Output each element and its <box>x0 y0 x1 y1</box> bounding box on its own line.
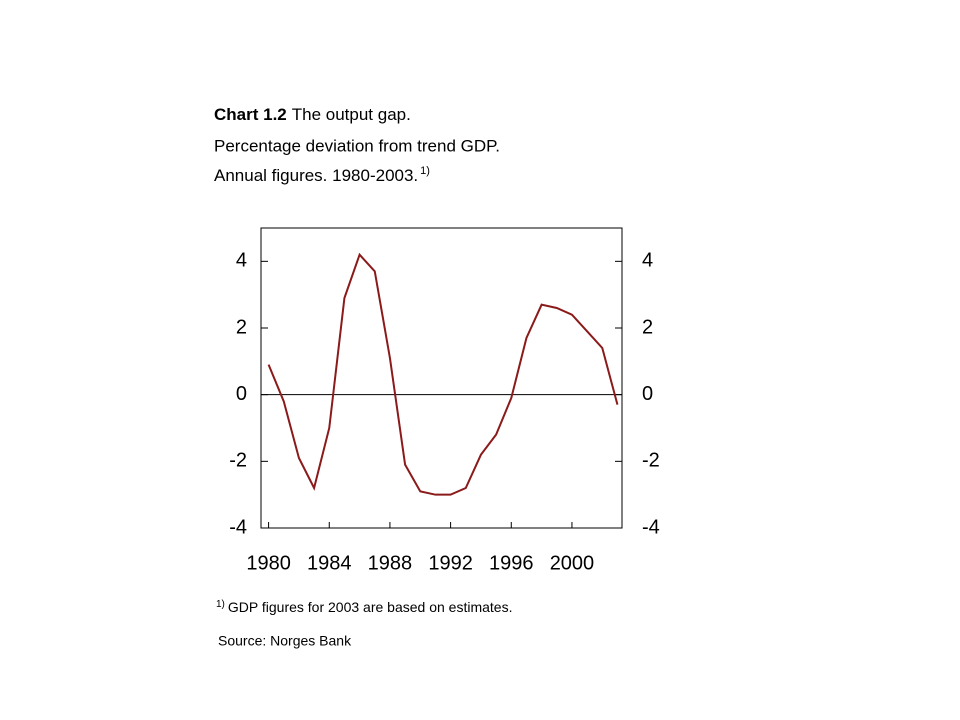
y2-tick-label: 0 <box>642 383 653 405</box>
x-tick-label: 1980 <box>246 552 291 574</box>
y-tick-label: 0 <box>236 383 247 405</box>
y-tick-label: -2 <box>229 450 247 472</box>
y2-tick-label: -4 <box>642 516 660 538</box>
footnote: 1) GDP figures for 2003 are based on esti… <box>216 599 512 615</box>
x-tick-label: 1992 <box>428 552 473 574</box>
source: Source: Norges Bank <box>218 633 352 649</box>
y-tick-label: 4 <box>236 250 247 272</box>
y2-tick-label: 4 <box>642 250 653 272</box>
y2-tick-label: 2 <box>642 316 653 338</box>
footnote-text: GDP figures for 2003 are based on estima… <box>228 599 513 615</box>
title-bold: Chart 1.2 <box>214 105 287 124</box>
y2-tick-label: -2 <box>642 450 660 472</box>
footnote-marker: 1) <box>216 599 225 610</box>
x-tick-label: 1996 <box>489 552 534 574</box>
y-tick-label: 2 <box>236 316 247 338</box>
chart-title: Chart 1.2 The output gap. <box>214 105 411 124</box>
subtitle-text: Annual figures. 1980-2003. <box>214 166 418 185</box>
subtitle: Annual figures. 1980-2003. 1) <box>214 165 430 186</box>
plot-frame <box>260 227 623 529</box>
data-line <box>267 252 619 496</box>
x-tick-label: 1984 <box>307 552 352 574</box>
x-tick-label: 2000 <box>550 552 595 574</box>
x-tick-label: 1988 <box>368 552 413 574</box>
note-marker: 1) <box>420 165 430 177</box>
subtitle: Percentage deviation from trend GDP. <box>214 136 500 155</box>
title-text: The output gap. <box>292 105 411 124</box>
y-tick-label: -4 <box>229 516 247 538</box>
